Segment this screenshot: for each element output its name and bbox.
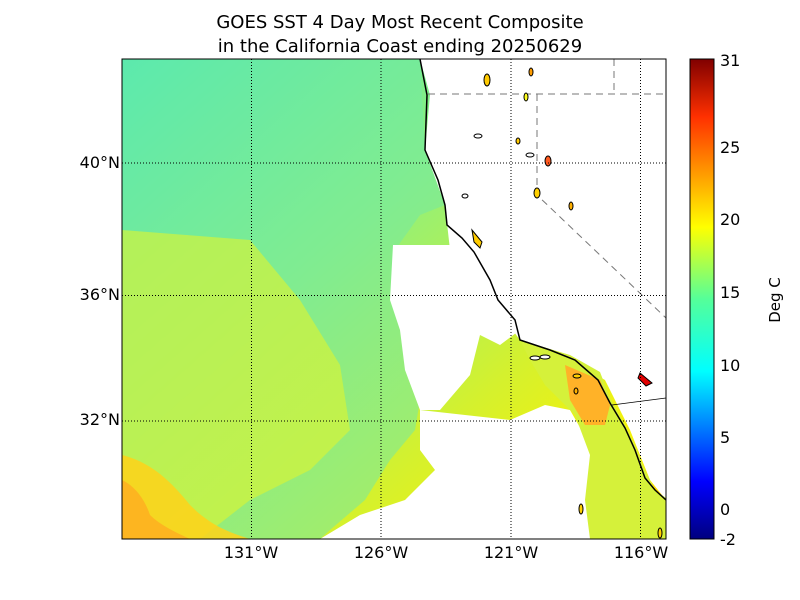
lake-7 (544, 155, 552, 167)
southwest-hot-zone (122, 480, 190, 539)
channel-island-1 (529, 355, 541, 361)
colorbar-label: Deg C (766, 277, 784, 323)
y-tick-32n: 32°N (79, 410, 120, 429)
colorbar-tick-10: 10 (720, 356, 741, 375)
channel-island-4 (573, 387, 579, 395)
x-tick-126w: 126°W (353, 543, 409, 562)
national-border (611, 397, 666, 406)
salton-sea (637, 372, 653, 387)
colorbar-tick-20: 20 (720, 210, 741, 229)
lake-1 (483, 73, 491, 87)
lake-6 (525, 152, 535, 158)
lake-10 (568, 201, 574, 211)
lake-3 (523, 92, 529, 102)
colorbar-tick-15: 15 (720, 283, 741, 302)
lake-9 (461, 193, 469, 199)
central-warm-zone (122, 230, 350, 539)
land-mass (420, 59, 666, 500)
colorbar-tick-minus-2: -2 (720, 530, 736, 549)
lake-4 (473, 133, 483, 139)
baja-island (578, 503, 584, 515)
baja-island-2 (657, 527, 663, 539)
colorbar-tick-25: 25 (720, 138, 741, 157)
x-tick-121w: 121°W (483, 543, 539, 562)
colorbar (689, 58, 715, 540)
southern-cloud-gap (320, 405, 600, 539)
southwest-warm-zone (122, 455, 250, 539)
graticule (122, 59, 666, 539)
y-tick-40n: 40°N (79, 153, 120, 172)
y-tick-36n: 36°N (79, 285, 120, 304)
x-tick-116w: 116°W (613, 543, 669, 562)
colorbar-tick-0: 0 (720, 500, 731, 519)
lake-2 (528, 67, 534, 77)
channel-island-3 (572, 373, 582, 379)
coastal-cloud-gap (390, 245, 520, 410)
colorbar-tick-5: 5 (720, 428, 731, 447)
bay-area (471, 228, 483, 249)
coastline (419, 59, 666, 501)
channel-island-2 (539, 354, 551, 360)
x-tick-131w: 131°W (223, 543, 279, 562)
sst-field (122, 59, 666, 539)
lake-5 (515, 137, 521, 145)
southern-california-bight (520, 340, 666, 539)
plot-frame (121, 58, 667, 540)
chart-title-line2: in the California Coast ending 20250629 (217, 36, 583, 57)
colorbar-tick-31: 31 (720, 51, 741, 70)
lake-8 (533, 187, 541, 199)
chart-title-line1: GOES SST 4 Day Most Recent Composite (216, 12, 584, 33)
